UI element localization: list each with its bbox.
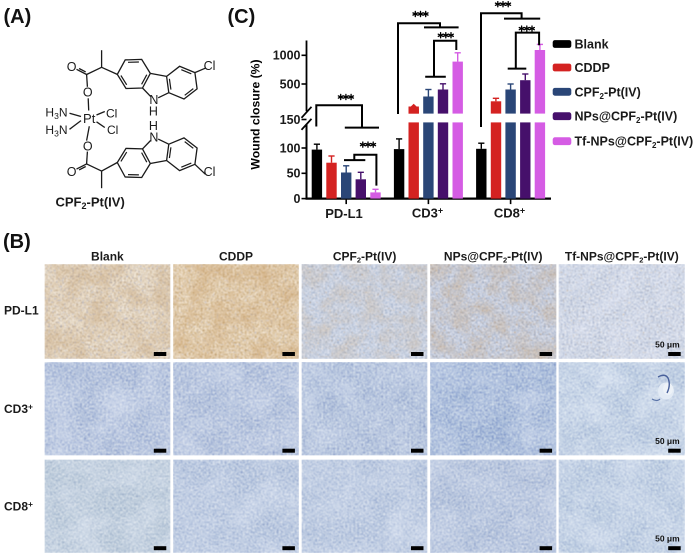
svg-text:50 μm: 50 μm (655, 339, 680, 349)
svg-text:(B): (B) (3, 231, 31, 253)
svg-text:CD8+: CD8+ (4, 499, 33, 514)
svg-text:PD-L1: PD-L1 (325, 206, 363, 221)
svg-text:O: O (67, 60, 77, 74)
svg-text:CDDP: CDDP (219, 250, 253, 264)
svg-text:Pt: Pt (83, 111, 96, 126)
svg-text:H3N: H3N (45, 106, 67, 122)
svg-text:50 μm: 50 μm (655, 534, 680, 544)
svg-text:H: H (149, 119, 158, 133)
svg-text:Cl: Cl (107, 123, 118, 137)
svg-text:(A): (A) (4, 6, 32, 28)
svg-text:Blank: Blank (91, 250, 124, 264)
svg-text:CD3+: CD3+ (4, 402, 33, 417)
svg-text:H: H (149, 104, 158, 118)
svg-text:Tf-NPs@CPF2-Pt(IV): Tf-NPs@CPF2-Pt(IV) (575, 135, 694, 151)
svg-text:500: 500 (280, 77, 301, 91)
svg-text:Blank: Blank (575, 38, 609, 52)
svg-text:N: N (149, 130, 158, 144)
svg-text:O: O (83, 139, 93, 153)
svg-text:NPs@CPF2-Pt(IV): NPs@CPF2-Pt(IV) (444, 250, 543, 265)
svg-text:CDDP: CDDP (575, 61, 610, 75)
svg-text:CD3+: CD3+ (412, 206, 443, 221)
svg-text:(C): (C) (228, 6, 256, 28)
svg-text:Cl: Cl (204, 165, 216, 179)
svg-text:CD8+: CD8+ (494, 206, 525, 221)
svg-text:Cl: Cl (106, 106, 117, 120)
svg-text:Cl: Cl (204, 59, 216, 73)
svg-text:50 μm: 50 μm (655, 436, 680, 446)
svg-text:O: O (67, 165, 77, 179)
svg-text:Tf-NPs@CPF2-Pt(IV): Tf-NPs@CPF2-Pt(IV) (565, 250, 679, 265)
svg-text:50: 50 (287, 167, 301, 181)
svg-text:CPF2-Pt(IV): CPF2-Pt(IV) (333, 250, 397, 265)
svg-text:150: 150 (280, 113, 301, 127)
svg-text:H3N: H3N (45, 123, 67, 139)
svg-text:100: 100 (280, 141, 301, 155)
svg-text:O: O (83, 86, 93, 100)
svg-text:NPs@CPF2-Pt(IV): NPs@CPF2-Pt(IV) (575, 110, 678, 126)
svg-text:CPF2-Pt(IV): CPF2-Pt(IV) (575, 85, 641, 101)
svg-text:N: N (149, 93, 158, 107)
svg-text:PD-L1: PD-L1 (4, 304, 39, 318)
svg-text:CPF2-Pt(IV): CPF2-Pt(IV) (56, 194, 125, 211)
svg-text:0: 0 (294, 192, 301, 206)
svg-text:1000: 1000 (273, 49, 301, 63)
svg-text:Wound closure (%): Wound closure (%) (249, 59, 263, 169)
